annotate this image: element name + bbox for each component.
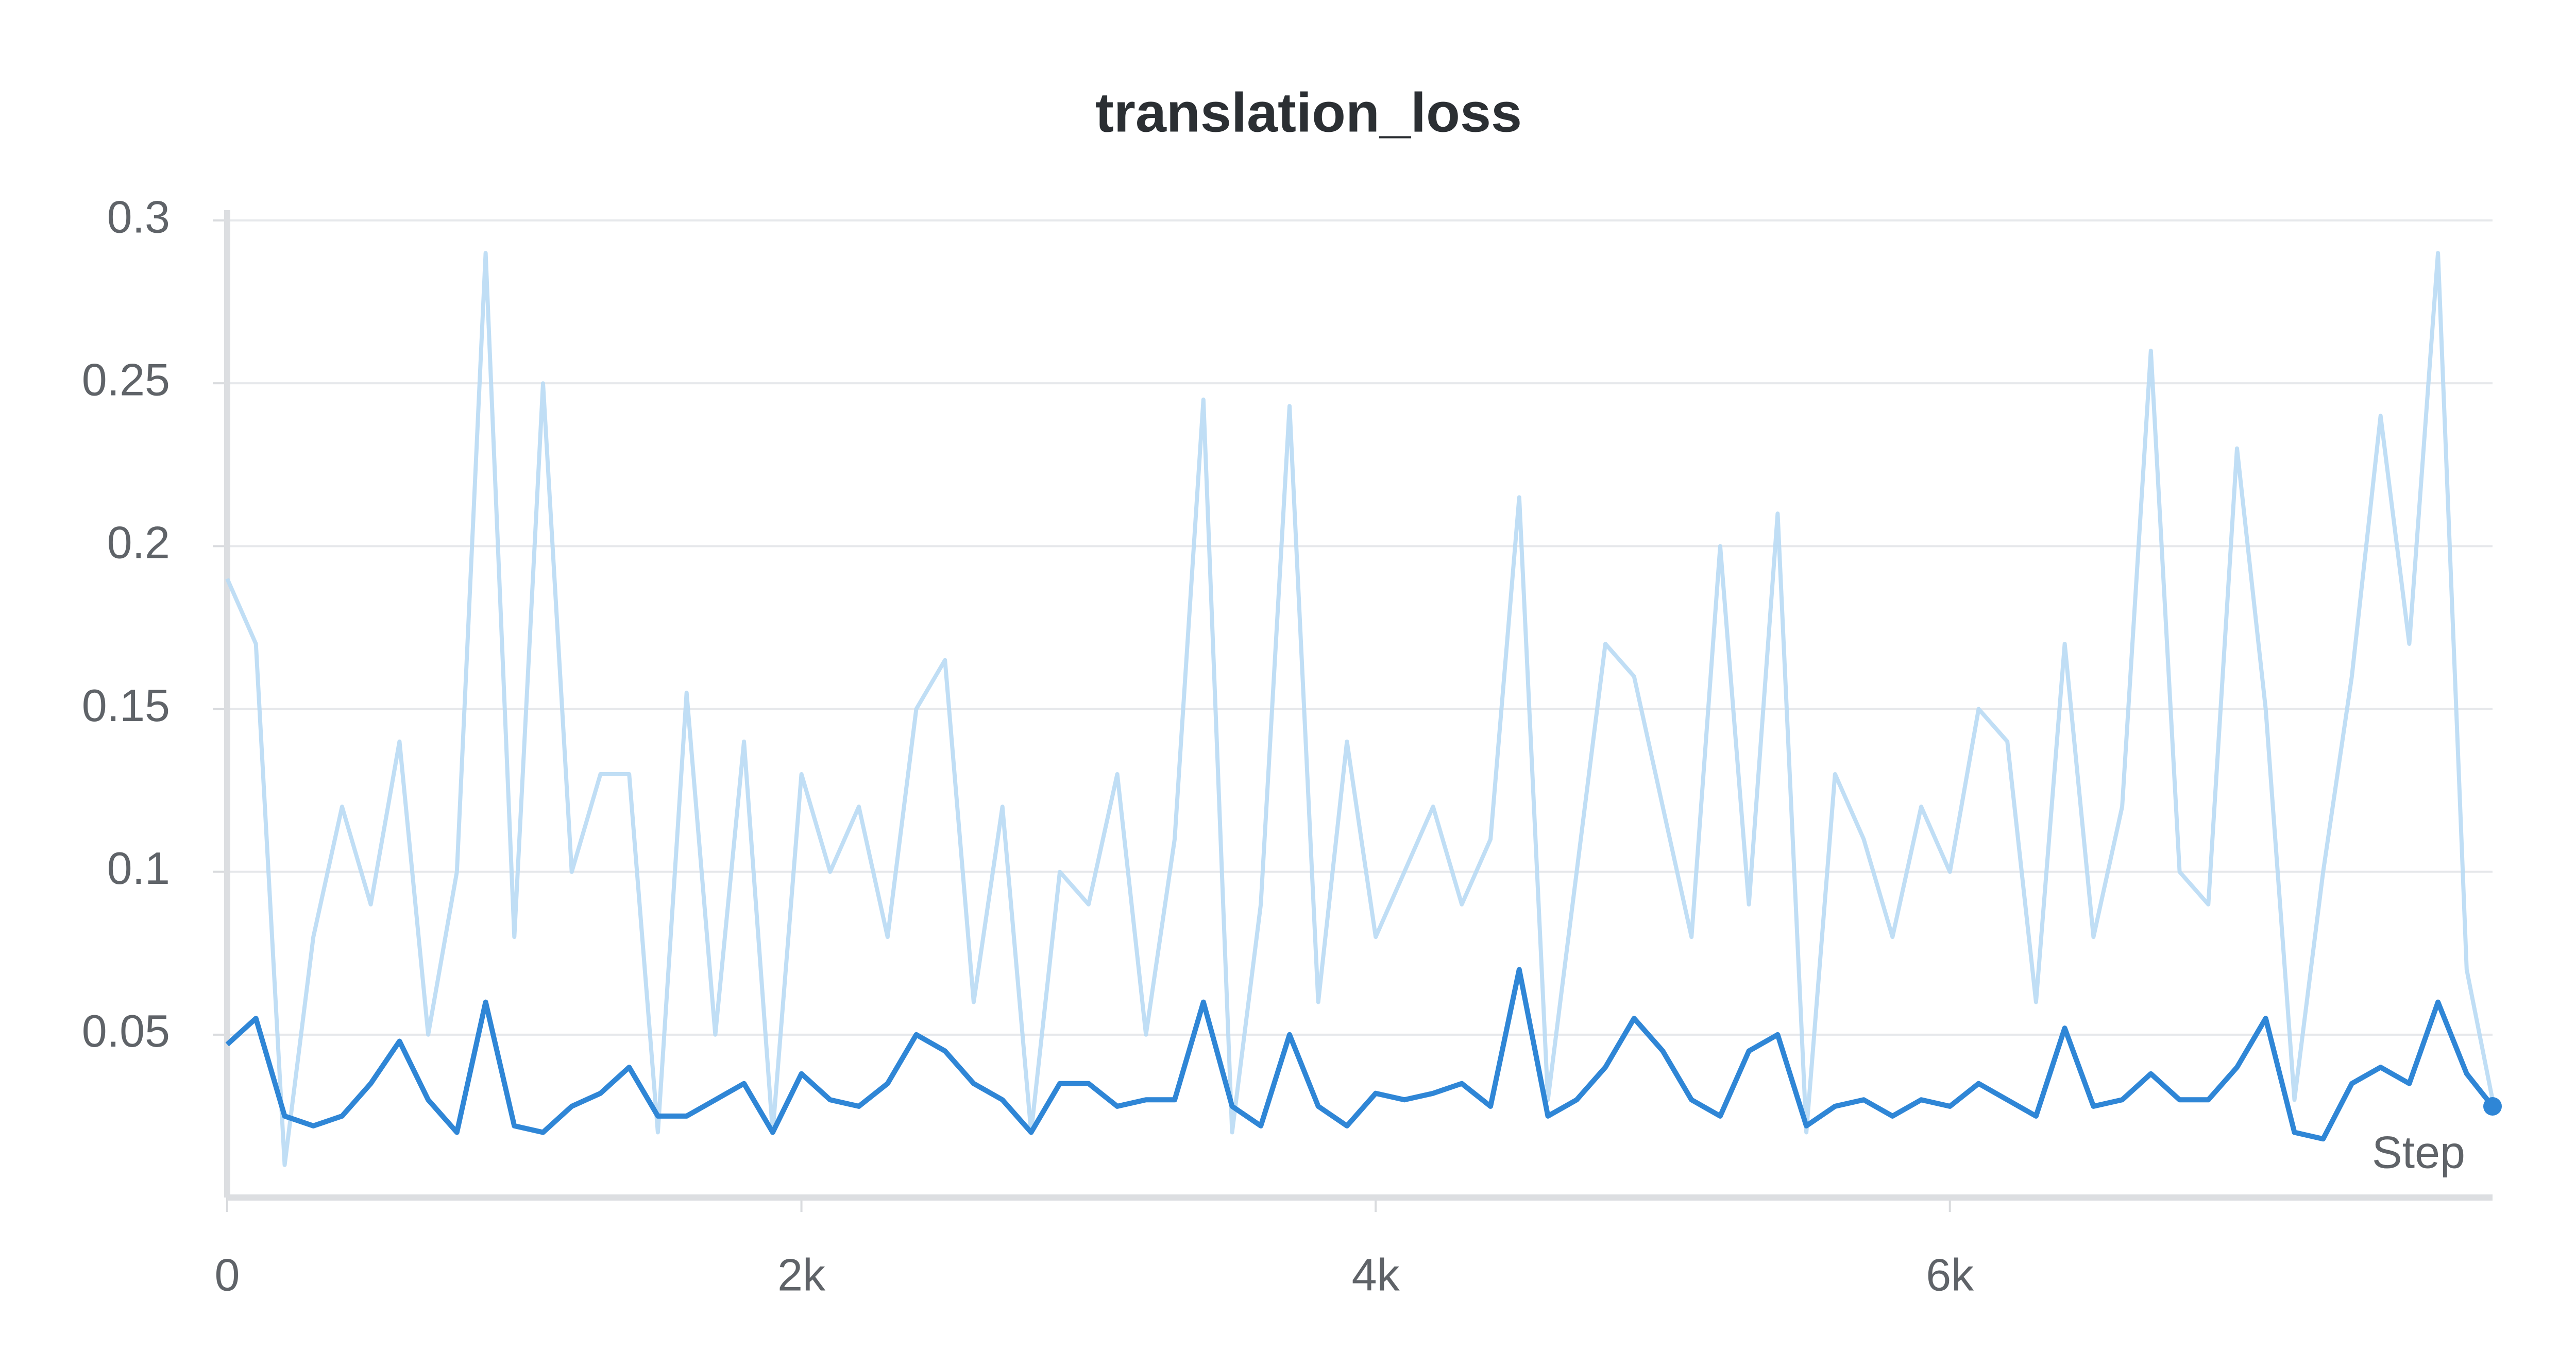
x-tick-label: 6k (1926, 1249, 1974, 1300)
smoothed-line (225, 967, 2495, 1142)
chart-title: translation_loss (1095, 81, 1522, 144)
x-tick-label: 0 (215, 1249, 240, 1300)
x-tick-label: 4k (1352, 1249, 1400, 1300)
y-tick-label: 0.05 (82, 1005, 170, 1056)
x-axis-label: Step (2372, 1126, 2465, 1177)
end-point (2483, 1097, 2502, 1116)
y-tick-label: 0.1 (107, 843, 170, 894)
y-tick-label: 0.3 (107, 191, 170, 242)
y-tick-label: 0.15 (82, 680, 170, 731)
raw-line (225, 251, 2495, 1167)
x-tick-label: 2k (777, 1249, 826, 1300)
y-tick-label: 0.25 (82, 354, 170, 405)
y-tick-label: 0.2 (107, 517, 170, 568)
